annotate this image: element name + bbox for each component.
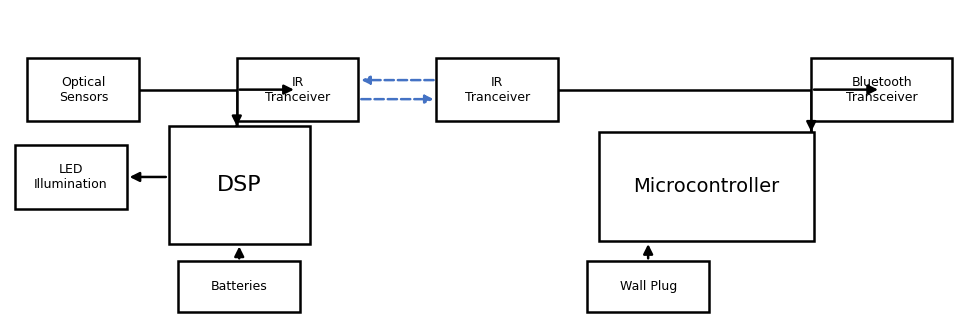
Text: Microcontroller: Microcontroller: [634, 177, 780, 196]
FancyBboxPatch shape: [15, 145, 127, 209]
FancyBboxPatch shape: [237, 58, 359, 122]
FancyBboxPatch shape: [169, 126, 310, 244]
FancyBboxPatch shape: [811, 58, 953, 122]
FancyBboxPatch shape: [600, 132, 814, 241]
Text: Batteries: Batteries: [211, 280, 267, 293]
Text: LED
Illumination: LED Illumination: [34, 163, 107, 191]
FancyBboxPatch shape: [27, 58, 139, 122]
Text: Optical
Sensors: Optical Sensors: [58, 76, 108, 104]
Text: Wall Plug: Wall Plug: [619, 280, 677, 293]
FancyBboxPatch shape: [178, 261, 300, 312]
Text: DSP: DSP: [216, 175, 261, 195]
Text: IR
Tranceiver: IR Tranceiver: [465, 76, 529, 104]
FancyBboxPatch shape: [587, 261, 709, 312]
FancyBboxPatch shape: [437, 58, 558, 122]
Text: Bluetooth
Transceiver: Bluetooth Transceiver: [846, 76, 917, 104]
Text: IR
Tranceiver: IR Tranceiver: [265, 76, 331, 104]
